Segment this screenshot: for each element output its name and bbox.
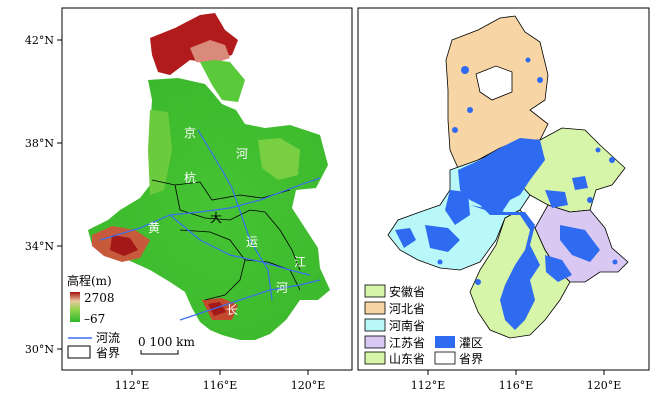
elevation-colorbar (70, 292, 80, 322)
left-panel: 京 河 杭 大 黄 运 江 河 长 42°N 38°N 34°N 30°N 11… (25, 7, 353, 392)
scale-bar (140, 350, 179, 355)
border-legend-box (67, 345, 91, 359)
legend-swatch-henan (364, 318, 386, 332)
rivers (99, 129, 321, 321)
lat-tick-42: 42°N (25, 34, 54, 47)
label-jiang: 江 (294, 255, 306, 269)
elevation-title: 高程(m) (67, 273, 112, 288)
elevation-min: –67 (84, 312, 105, 326)
province-legend (364, 284, 456, 365)
legend-swatch-border (434, 351, 456, 365)
hebei-region (445, 15, 549, 169)
irrigation-areas (395, 57, 618, 330)
lon-axis-left: 112°E 116°E 120°E (115, 370, 326, 392)
label-jing: 京 (184, 126, 196, 140)
scale-label: 0 100 km (138, 335, 195, 349)
legend-swatch-shandong (364, 351, 386, 365)
elevation-max: 2708 (84, 291, 115, 305)
lon-axis-right: 112°E 116°E 120°E (411, 370, 622, 392)
label-hang: 杭 (184, 170, 196, 185)
border-legend-label: 省界 (96, 346, 120, 360)
label-huang: 黄 (148, 221, 160, 235)
lon-tick-120-left: 120°E (291, 379, 326, 392)
elevation-map (88, 13, 330, 340)
elevation-legend: 高程(m) 2708 –67 河流 省界 0 100 km (67, 273, 195, 360)
lat-tick-30: 30°N (25, 343, 54, 356)
lat-axis: 42°N 38°N 34°N 30°N (25, 34, 62, 356)
legend-label-border: 省界 (459, 352, 483, 366)
province-borders (151, 179, 301, 301)
legend-label-shandong: 山东省 (389, 352, 425, 366)
lon-tick-112-left: 112°E (115, 379, 150, 392)
label-yun: 运 (246, 235, 258, 249)
lon-tick-116-left: 116°E (203, 379, 238, 392)
lon-tick-120-right: 120°E (587, 379, 622, 392)
lat-tick-38: 38°N (25, 137, 54, 150)
right-panel: 112°E 116°E 120°E 安徽省 河北省 河南省 江苏省 山东省 灌区… (357, 7, 650, 392)
label-da: 大 (210, 211, 222, 225)
legend-swatch-anhui (364, 284, 386, 298)
legend-swatch-irrigation (435, 336, 455, 348)
label-he-1: 河 (236, 147, 248, 161)
legend-label-irrigation: 灌区 (459, 336, 483, 350)
legend-label-anhui: 安徽省 (389, 284, 425, 299)
lat-tick-34: 34°N (25, 240, 54, 253)
legend-swatch-hebei (364, 301, 386, 315)
label-chang: 长 (226, 303, 238, 317)
lon-tick-112-right: 112°E (411, 379, 446, 392)
legend-label-jiangsu: 江苏省 (389, 336, 425, 350)
legend-swatch-jiangsu (364, 335, 386, 349)
legend-label-hebei: 河北省 (389, 302, 425, 316)
legend-label-henan: 河南省 (389, 318, 425, 333)
label-he-2: 河 (276, 281, 288, 295)
river-legend-label: 河流 (96, 331, 120, 345)
lon-tick-116-right: 116°E (499, 379, 534, 392)
